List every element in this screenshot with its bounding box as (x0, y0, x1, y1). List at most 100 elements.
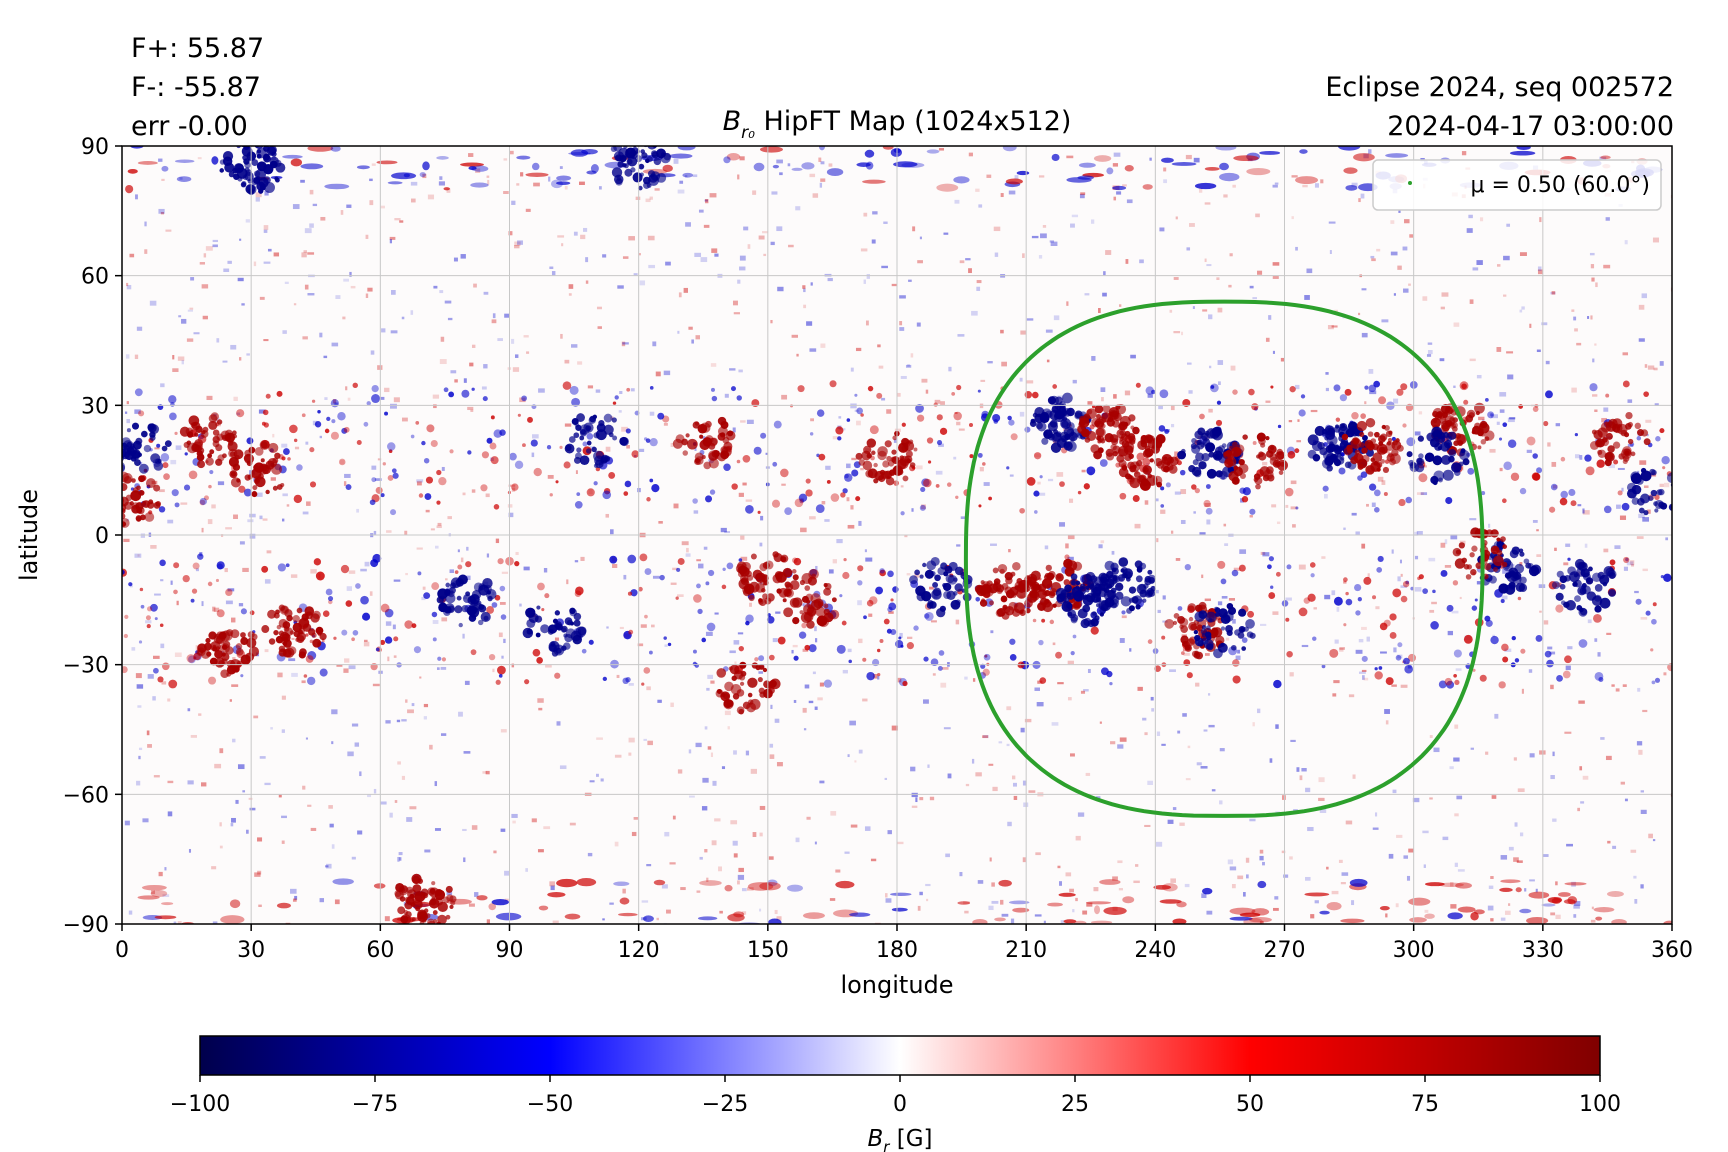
speckle (803, 728, 807, 731)
speckle (1422, 830, 1429, 834)
speckle (652, 341, 657, 347)
polar-patch (137, 161, 158, 165)
speckle (623, 574, 627, 580)
band-patch (1289, 386, 1296, 393)
y-tick-label: 0 (95, 524, 109, 549)
speckle (992, 786, 998, 792)
band-patch (517, 413, 521, 417)
speckle (165, 229, 172, 232)
speckle (994, 252, 999, 257)
speckle (1623, 566, 1629, 571)
speckle (1393, 293, 1396, 296)
speckle (802, 707, 807, 713)
band-patch (890, 628, 897, 635)
speckle (863, 279, 867, 284)
speckle (1400, 585, 1407, 588)
speckle (1503, 255, 1510, 261)
speckle (380, 801, 387, 805)
band-patch (1070, 650, 1075, 656)
speckle (302, 336, 308, 340)
speckle (1217, 601, 1223, 606)
active-region-patch (1115, 403, 1127, 415)
active-region-patch (427, 918, 435, 924)
polar-patch (1611, 919, 1627, 924)
band-patch (305, 655, 314, 663)
active-region-patch (1060, 418, 1072, 429)
speckle (384, 387, 390, 393)
band-patch (306, 676, 316, 686)
band-patch (522, 443, 526, 448)
speckle (1619, 515, 1627, 520)
band-patch (657, 412, 665, 420)
active-region-patch (1201, 625, 1207, 630)
band-patch (1109, 682, 1113, 686)
band-patch (939, 427, 948, 435)
band-patch (1248, 388, 1255, 396)
active-region-patch (1074, 410, 1083, 419)
speckle (501, 655, 504, 659)
speckle (1476, 374, 1482, 379)
speckle (390, 330, 398, 334)
band-patch (1307, 593, 1316, 602)
speckle (759, 805, 766, 810)
speckle (1118, 304, 1122, 307)
band-patch (835, 426, 844, 435)
speckle (564, 423, 572, 427)
speckle (1582, 508, 1585, 514)
speckle (680, 887, 686, 891)
active-region-patch (1217, 445, 1226, 453)
speckle (1637, 687, 1641, 692)
speckle (1229, 866, 1237, 871)
speckle (1456, 795, 1463, 800)
speckle (1627, 399, 1633, 403)
band-patch (1661, 456, 1670, 465)
band-patch (639, 553, 648, 562)
active-region-patch (1117, 574, 1126, 582)
speckle (126, 401, 129, 405)
active-region-patch (811, 573, 817, 579)
speckle (1045, 329, 1053, 333)
speckle (499, 601, 506, 605)
active-region-patch (1444, 415, 1456, 426)
speckle (1351, 512, 1357, 516)
speckle (585, 280, 589, 284)
active-region-patch (298, 651, 306, 659)
band-patch (935, 483, 940, 488)
speckle (729, 368, 736, 371)
speckle (854, 760, 857, 763)
band-patch (532, 648, 541, 657)
polar-patch (613, 881, 630, 887)
polar-patch (1204, 166, 1220, 171)
speckle (988, 905, 994, 911)
polar-patch (1176, 901, 1187, 908)
band-patch (860, 413, 864, 417)
speckle (270, 477, 276, 481)
band-patch (857, 565, 864, 572)
speckle (1271, 504, 1277, 508)
speckle (1513, 757, 1517, 761)
band-patch (168, 395, 177, 404)
speckle (830, 811, 837, 816)
polar-patch (1593, 906, 1615, 913)
active-region-patch (905, 450, 913, 458)
speckle (390, 290, 396, 295)
speckle (738, 369, 743, 373)
speckle (1119, 737, 1127, 742)
speckle (466, 575, 471, 581)
active-region-patch (930, 570, 936, 577)
speckle (1225, 637, 1230, 641)
speckle (1098, 308, 1101, 314)
speckle (769, 754, 775, 759)
speckle (732, 427, 736, 433)
speckle (1603, 548, 1609, 553)
speckle (1492, 634, 1495, 638)
speckle (179, 177, 183, 180)
speckle (1472, 267, 1479, 271)
band-patch (722, 567, 726, 571)
band-patch (499, 429, 506, 436)
speckle (1086, 902, 1093, 907)
active-region-patch (244, 474, 251, 481)
speckle (1059, 881, 1062, 886)
band-patch (432, 637, 437, 642)
speckle (433, 285, 438, 289)
